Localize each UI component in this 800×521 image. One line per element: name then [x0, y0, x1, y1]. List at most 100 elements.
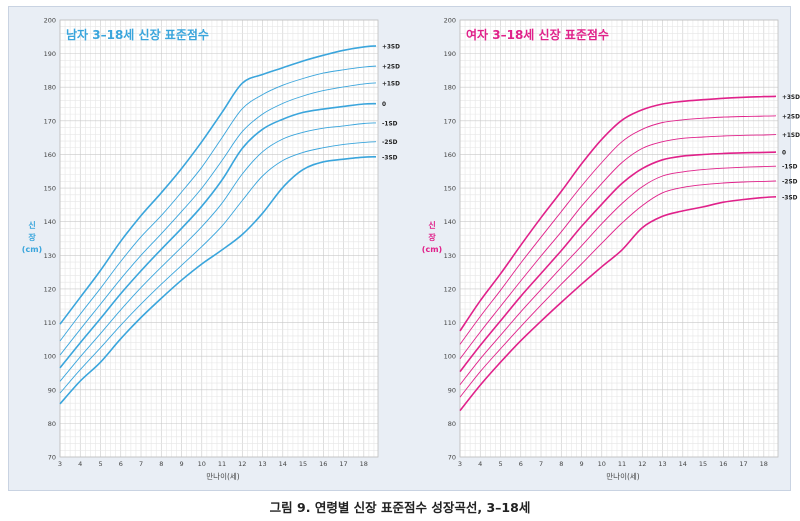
boys-y-tick-label: 200 [44, 17, 56, 25]
girls-y-tick-label: 70 [448, 454, 456, 462]
girls-series-label: -1SD [782, 165, 798, 171]
girls-x-tick-label: 8 [559, 460, 563, 468]
girls-x-tick-label: 12 [638, 460, 646, 468]
boys-y-tick-label: 190 [44, 50, 56, 58]
boys-y-tick-label: 150 [44, 185, 56, 193]
boys-x-tick-label: 10 [198, 460, 206, 468]
boys-y-tick-label: 110 [44, 319, 56, 327]
boys-chart-title: 남자 3–18세 신장 표준점수 [66, 27, 209, 42]
girls-series-0 [459, 151, 777, 373]
girls-series-plus1SD [459, 134, 777, 360]
boys-x-tick-label: 7 [139, 460, 143, 468]
boys-x-tick-label: 8 [159, 460, 163, 468]
boys-series-label: -1SD [382, 121, 398, 127]
girls-y-tick-label: 150 [444, 185, 456, 193]
girls-series-minus2SD [459, 180, 777, 398]
boys-y-axis-label: 신 [28, 220, 35, 230]
boys-x-tick-label: 4 [78, 460, 82, 468]
boys-y-tick-label: 160 [44, 151, 56, 159]
boys-series-plus1SD [59, 82, 377, 356]
girls-y-tick-label: 110 [444, 319, 456, 327]
girls-series-label: -3SD [782, 195, 798, 201]
girls-x-tick-label: 15 [699, 460, 707, 468]
boys-x-tick-label: 3 [58, 460, 62, 468]
boys-y-axis-label: (cm) [22, 245, 42, 254]
boys-plot-border [59, 19, 379, 458]
girls-chart-title: 여자 3–18세 신장 표준점수 [466, 27, 609, 42]
boys-grid [59, 19, 378, 458]
girls-x-tick-label: 7 [539, 460, 543, 468]
girls-x-tick-label: 14 [679, 460, 687, 468]
boys-height-chart: 7080901001101201301401501601701801902003… [22, 17, 400, 482]
boys-x-tick-label: 6 [119, 460, 123, 468]
boys-series-label: +1SD [382, 81, 400, 87]
boys-x-tick-label: 15 [299, 460, 307, 468]
girls-y-tick-label: 190 [444, 50, 456, 58]
girls-x-tick-label: 3 [458, 460, 462, 468]
boys-plot-area [60, 20, 378, 457]
boys-x-axis-label: 만나이(세) [206, 471, 240, 481]
boys-x-tick-label: 12 [238, 460, 246, 468]
boys-series-label: 0 [382, 102, 386, 108]
boys-y-tick-label: 170 [44, 117, 56, 125]
girls-y-tick-label: 130 [444, 252, 456, 260]
girls-series-plus2SD [459, 115, 777, 345]
boys-x-tick-label: 11 [218, 460, 226, 468]
boys-x-tick-label: 17 [339, 460, 347, 468]
girls-y-tick-label: 120 [444, 285, 456, 293]
boys-y-tick-label: 120 [44, 285, 56, 293]
girls-x-tick-label: 16 [719, 460, 727, 468]
girls-y-axis-label: 장 [428, 232, 436, 242]
boys-series-0 [59, 102, 377, 369]
girls-y-tick-label: 200 [444, 17, 456, 25]
boys-y-tick-label: 90 [48, 386, 56, 394]
boys-series-minus2SD [59, 141, 377, 394]
girls-series-label: +3SD [782, 95, 800, 101]
girls-x-tick-label: 9 [579, 460, 583, 468]
girls-series-minus1SD [459, 165, 777, 385]
girls-y-tick-label: 90 [448, 386, 456, 394]
boys-x-tick-label: 5 [98, 460, 102, 468]
girls-y-axis-label: 신 [428, 220, 435, 230]
boys-y-tick-label: 130 [44, 252, 56, 260]
girls-x-tick-label: 6 [519, 460, 523, 468]
boys-series-minus3SD [59, 156, 377, 405]
girls-x-tick-label: 4 [478, 460, 482, 468]
girls-plot-area [460, 20, 778, 457]
girls-series-label: +1SD [782, 133, 800, 139]
girls-series-label: +2SD [782, 114, 800, 120]
figure-caption: 그림 9. 연령별 신장 표준점수 성장곡선, 3–18세 [269, 500, 531, 515]
girls-x-axis-label: 만나이(세) [606, 471, 640, 481]
boys-y-tick-label: 140 [44, 218, 56, 226]
girls-x-tick-label: 10 [598, 460, 606, 468]
girls-x-tick-label: 17 [739, 460, 747, 468]
girls-x-tick-label: 18 [760, 460, 768, 468]
boys-series-label: +3SD [382, 44, 400, 50]
boys-x-tick-label: 14 [279, 460, 287, 468]
boys-x-tick-label: 18 [360, 460, 368, 468]
boys-x-tick-label: 13 [258, 460, 266, 468]
boys-y-tick-label: 180 [44, 84, 56, 92]
girls-height-chart: 7080901001101201301401501601701801902003… [422, 17, 800, 482]
girls-y-tick-label: 100 [444, 353, 456, 361]
boys-y-tick-label: 100 [44, 353, 56, 361]
girls-y-tick-label: 170 [444, 117, 456, 125]
girls-y-tick-label: 80 [448, 420, 456, 428]
girls-series-minus3SD [459, 196, 777, 412]
girls-grid [459, 19, 778, 458]
boys-y-tick-label: 70 [48, 454, 56, 462]
boys-series-label: -2SD [382, 140, 398, 146]
boys-series-label: +2SD [382, 65, 400, 71]
girls-y-axis-label: (cm) [422, 245, 442, 254]
girls-x-tick-label: 13 [658, 460, 666, 468]
boys-y-tick-label: 80 [48, 420, 56, 428]
boys-y-axis-label: 장 [28, 232, 36, 242]
girls-y-tick-label: 140 [444, 218, 456, 226]
boys-x-tick-label: 9 [179, 460, 183, 468]
boys-series-plus2SD [59, 65, 377, 342]
girls-series-plus3SD [459, 95, 777, 332]
girls-plot-border [459, 19, 779, 458]
girls-x-tick-label: 5 [498, 460, 502, 468]
girls-y-tick-label: 180 [444, 84, 456, 92]
girls-series-label: -2SD [782, 180, 798, 186]
